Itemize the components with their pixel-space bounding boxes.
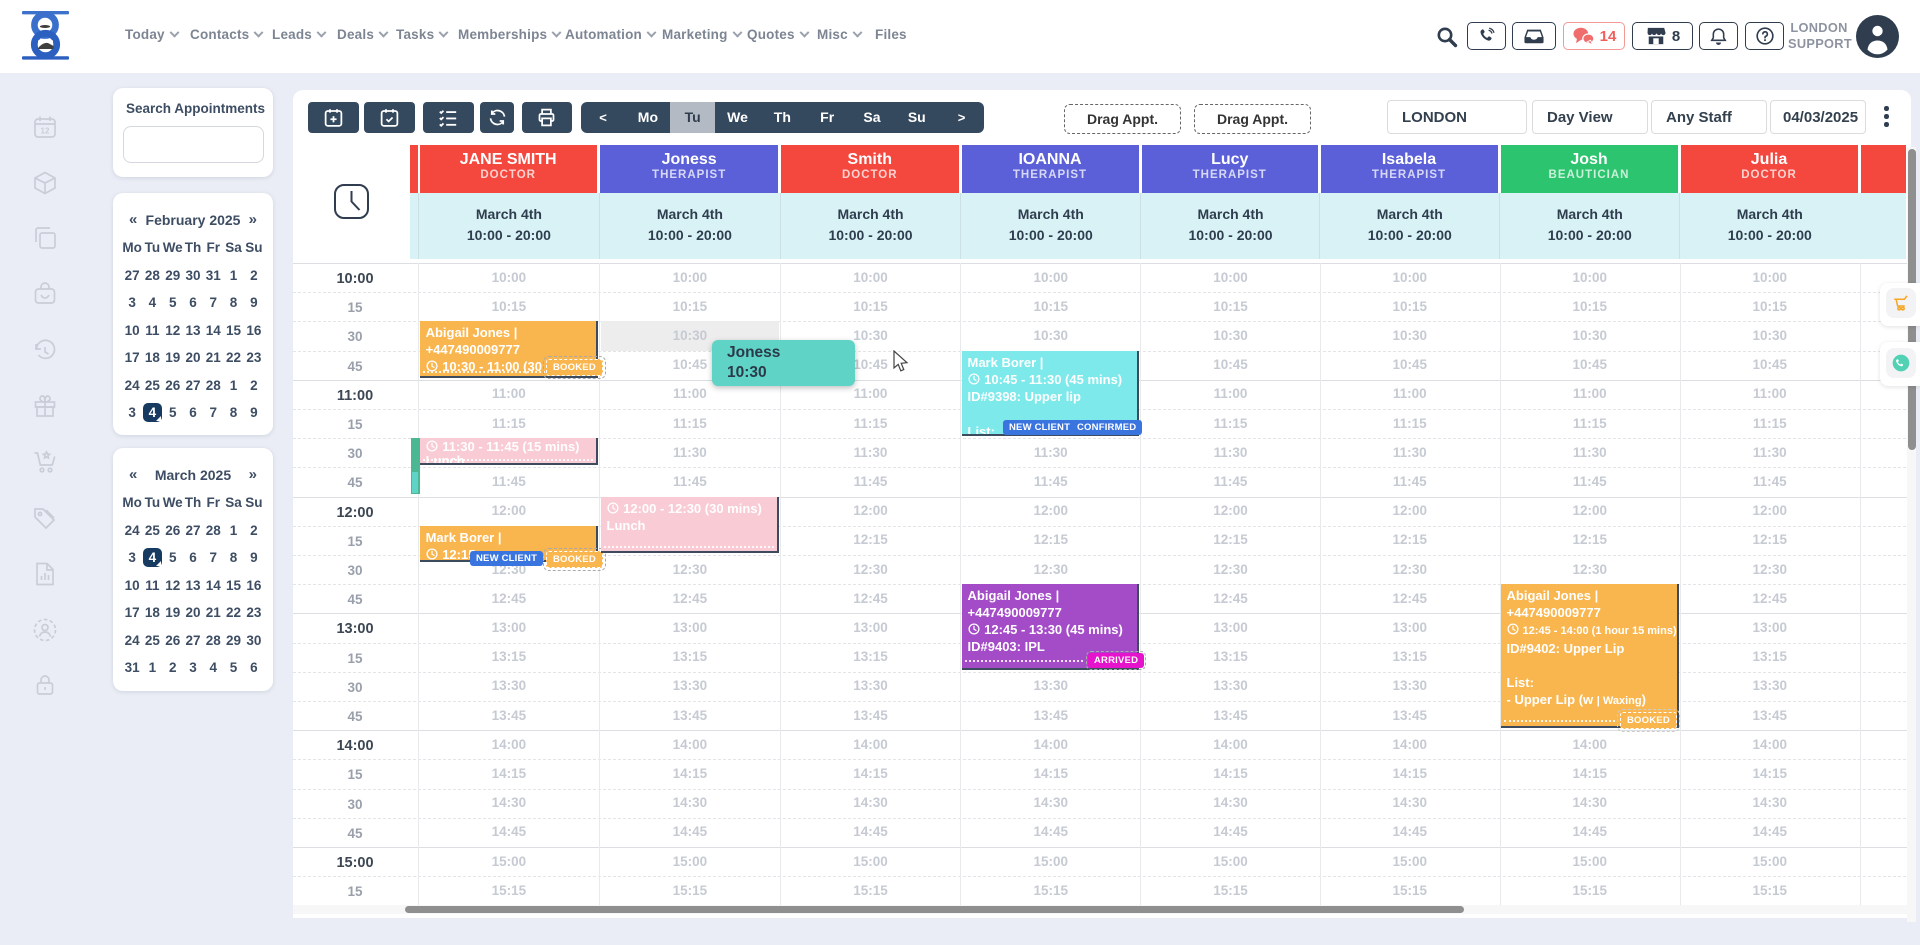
svg-text:12: 12 (41, 127, 50, 136)
